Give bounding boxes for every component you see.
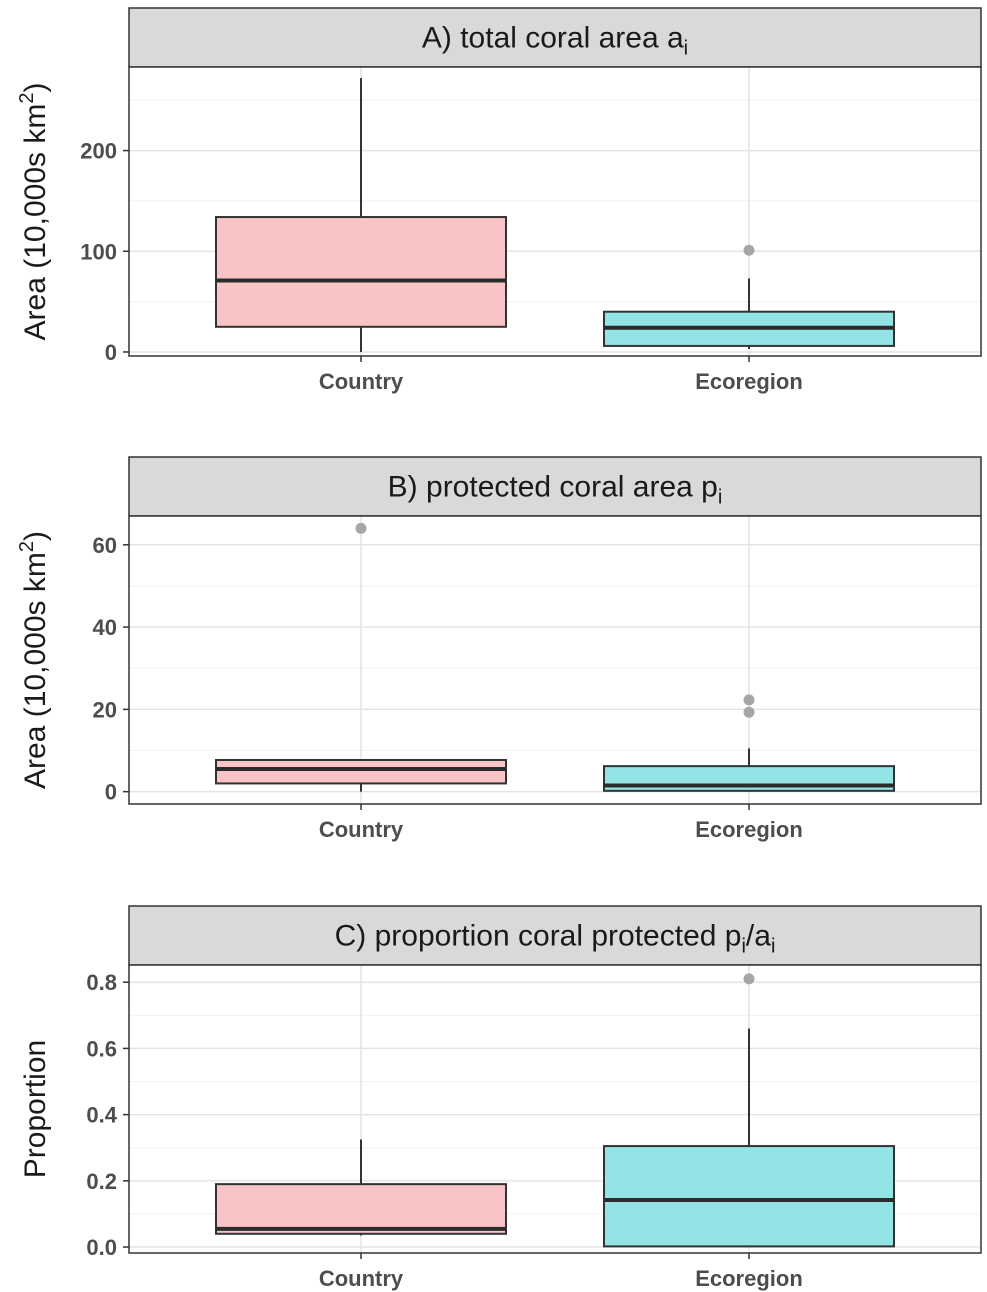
y-axis-label-tail: ) <box>19 83 52 93</box>
y-tick-label: 0.2 <box>86 1169 117 1194</box>
panel-title-subscript: i <box>718 487 722 509</box>
strip-background <box>128 905 982 966</box>
x-tick-label: Ecoregion <box>695 369 803 394</box>
y-axis-label: Area (10,000s km2) <box>16 83 52 341</box>
box-country <box>215 1139 507 1236</box>
y-axis-label-main: Area (10,000s km <box>19 552 52 789</box>
box-ecoregion <box>603 694 895 792</box>
outlier-point <box>355 522 367 534</box>
y-tick-label: 100 <box>80 239 117 264</box>
outlier-point <box>743 706 755 718</box>
x-tick-label: Ecoregion <box>695 1266 803 1291</box>
y-tick-label: 0.8 <box>86 970 117 995</box>
strip-background <box>128 456 982 517</box>
box-ecoregion <box>603 973 895 1248</box>
outlier-point <box>743 694 755 706</box>
y-tick-label: 0.6 <box>86 1036 117 1061</box>
panel-title-subscript: i <box>741 936 745 958</box>
y-tick-label: 40 <box>93 615 117 640</box>
y-axis-label-tail: ) <box>19 531 52 541</box>
strip-background <box>128 7 982 68</box>
panel-title: C) proportion coral protected pi/ai <box>335 920 776 958</box>
panel-title-main: B) protected coral area p <box>388 471 718 504</box>
x-tick-label: Country <box>319 369 404 394</box>
y-axis-label: Proportion <box>19 1040 52 1178</box>
plot-background <box>129 516 981 804</box>
y-tick-label: 200 <box>80 139 117 164</box>
panel-title-tail: /a <box>746 920 771 953</box>
y-tick-label: 0 <box>105 340 117 365</box>
x-tick-label: Country <box>319 1266 404 1291</box>
box-country <box>215 522 507 792</box>
x-tick-label: Ecoregion <box>695 817 803 842</box>
y-axis-label: Area (10,000s km2) <box>16 531 52 789</box>
box-iqr <box>215 1183 507 1235</box>
panel-title: B) protected coral area pi <box>388 471 723 509</box>
x-tick-label: Country <box>319 817 404 842</box>
box-iqr <box>603 1145 895 1248</box>
y-tick-label: 0.0 <box>86 1235 117 1260</box>
panel-title-main: C) proportion coral protected p <box>335 920 742 953</box>
y-tick-label: 0.4 <box>86 1103 117 1128</box>
y-tick-label: 0 <box>105 780 117 805</box>
y-axis-label-main: Proportion <box>19 1040 52 1178</box>
panel-title-main: A) total coral area a <box>422 22 684 55</box>
y-axis-label-superscript: 2 <box>16 93 38 104</box>
panel-border <box>128 66 982 357</box>
outlier-point <box>743 244 755 256</box>
y-tick-label: 60 <box>93 533 117 558</box>
panel-title: A) total coral area ai <box>422 22 688 60</box>
panel-title-subscript-2: i <box>771 936 775 958</box>
y-axis-label-main: Area (10,000s km <box>19 104 52 341</box>
y-tick-label: 20 <box>93 697 117 722</box>
box-ecoregion <box>603 244 895 349</box>
panel-1: A) total coral area ai 0 100 200 Country Ecor… <box>16 7 982 394</box>
box-iqr <box>215 758 507 785</box>
outlier-point <box>743 973 755 985</box>
box-country <box>215 78 507 352</box>
box-iqr <box>215 216 507 328</box>
panel-border <box>128 515 982 805</box>
y-axis-label-superscript: 2 <box>16 541 38 552</box>
panel-2: B) protected coral area pi 0 20 40 60 Country… <box>16 456 982 842</box>
panel-3: C) proportion coral protected pi/ai0.00.… <box>19 905 982 1291</box>
panel-title-subscript: i <box>684 38 688 60</box>
panel-border <box>128 964 982 1254</box>
